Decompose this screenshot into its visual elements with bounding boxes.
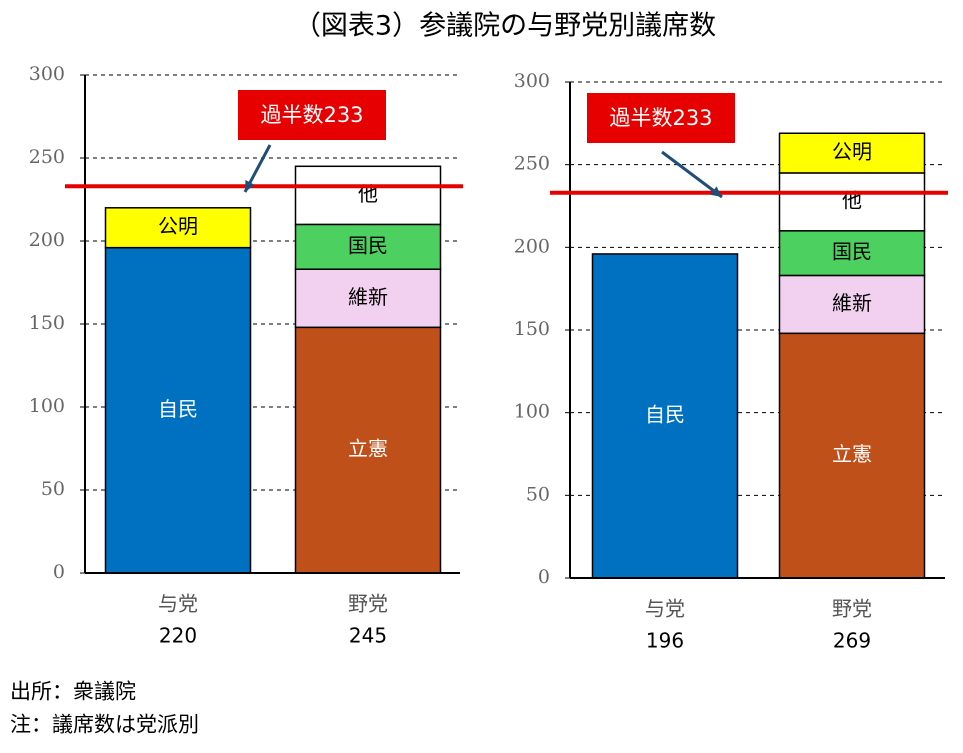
y-tick-label: 50 (526, 483, 550, 505)
bar-segment (778, 332, 926, 579)
chart-title: （図表3）参議院の与野党別議席数 (294, 11, 716, 42)
total-label: 245 (349, 624, 387, 648)
annotation: 過半数233 (609, 106, 712, 130)
bar-segment (778, 132, 926, 174)
arrow-head (710, 186, 722, 197)
y-tick-label: 100 (29, 395, 65, 417)
bar-segment (104, 207, 252, 249)
y-tick-label: 100 (514, 401, 550, 423)
segment-label: 自民 (645, 402, 685, 426)
bar-segment (294, 268, 442, 329)
annotation: 過半数233 (260, 103, 363, 127)
y-tick-label: 0 (53, 561, 65, 583)
total-label: 220 (159, 624, 197, 648)
y-tick-label: 0 (538, 566, 550, 588)
x-tick-label: 与党 (158, 592, 198, 616)
total-label: 269 (833, 629, 871, 653)
segment-label: 自民 (158, 397, 198, 421)
y-tick-label: 300 (514, 70, 550, 92)
annotation-box (587, 93, 735, 143)
segment-label: 国民 (348, 233, 388, 257)
y-tick-label: 200 (514, 235, 550, 257)
y-tick-label: 200 (29, 229, 65, 251)
segment-label: 公明 (158, 214, 198, 238)
bar-segment (104, 246, 252, 574)
bar-segment (294, 223, 442, 270)
note: 出所：衆議院 (10, 680, 136, 704)
note: 注：議席数は党派別 (10, 713, 199, 737)
arrow (661, 150, 723, 199)
y-tick-label: 300 (29, 63, 65, 85)
segment-label: 公明 (832, 140, 872, 164)
segment-label: 維新 (832, 291, 872, 315)
y-tick-label: 150 (29, 312, 65, 334)
arrow-head (245, 180, 255, 192)
segment-label: 立憲 (348, 437, 388, 461)
segment-label: 立憲 (832, 442, 872, 466)
bar-segment (591, 253, 739, 579)
segment-label: 国民 (832, 240, 872, 264)
x-tick-label: 野党 (832, 597, 872, 621)
annotation-box (238, 90, 386, 140)
x-tick-label: 与党 (645, 597, 685, 621)
segment-label: 維新 (348, 285, 388, 309)
y-tick-label: 250 (29, 146, 65, 168)
y-tick-label: 250 (514, 153, 550, 175)
bar-segment (294, 165, 442, 226)
x-tick-label: 野党 (348, 592, 388, 616)
bar-segment (778, 172, 926, 232)
bar-segment (294, 326, 442, 574)
y-tick-label: 50 (41, 478, 65, 500)
y-tick-label: 150 (514, 318, 550, 340)
total-label: 196 (646, 629, 684, 653)
